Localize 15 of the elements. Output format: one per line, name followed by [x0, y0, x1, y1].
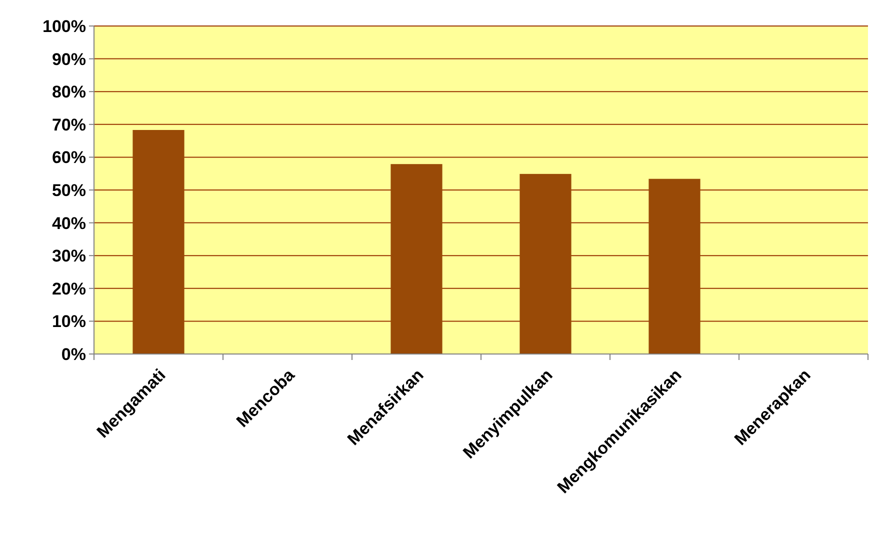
bar — [132, 130, 184, 354]
y-tick-label: 70% — [52, 115, 86, 134]
y-tick-label: 30% — [52, 246, 86, 266]
y-tick-label: 0% — [61, 344, 86, 364]
y-tick-label: 90% — [52, 50, 86, 69]
y-tick-label: 10% — [52, 312, 86, 332]
y-tick-label: 20% — [52, 279, 86, 298]
y-tick-label: 40% — [52, 214, 86, 233]
bar — [520, 174, 572, 354]
y-tick-label: 60% — [52, 148, 86, 168]
y-tick-label: 80% — [52, 82, 86, 102]
y-tick-label: 100% — [42, 16, 86, 36]
y-tick-label: 50% — [52, 180, 86, 200]
bar — [648, 178, 700, 354]
bar — [390, 164, 442, 354]
